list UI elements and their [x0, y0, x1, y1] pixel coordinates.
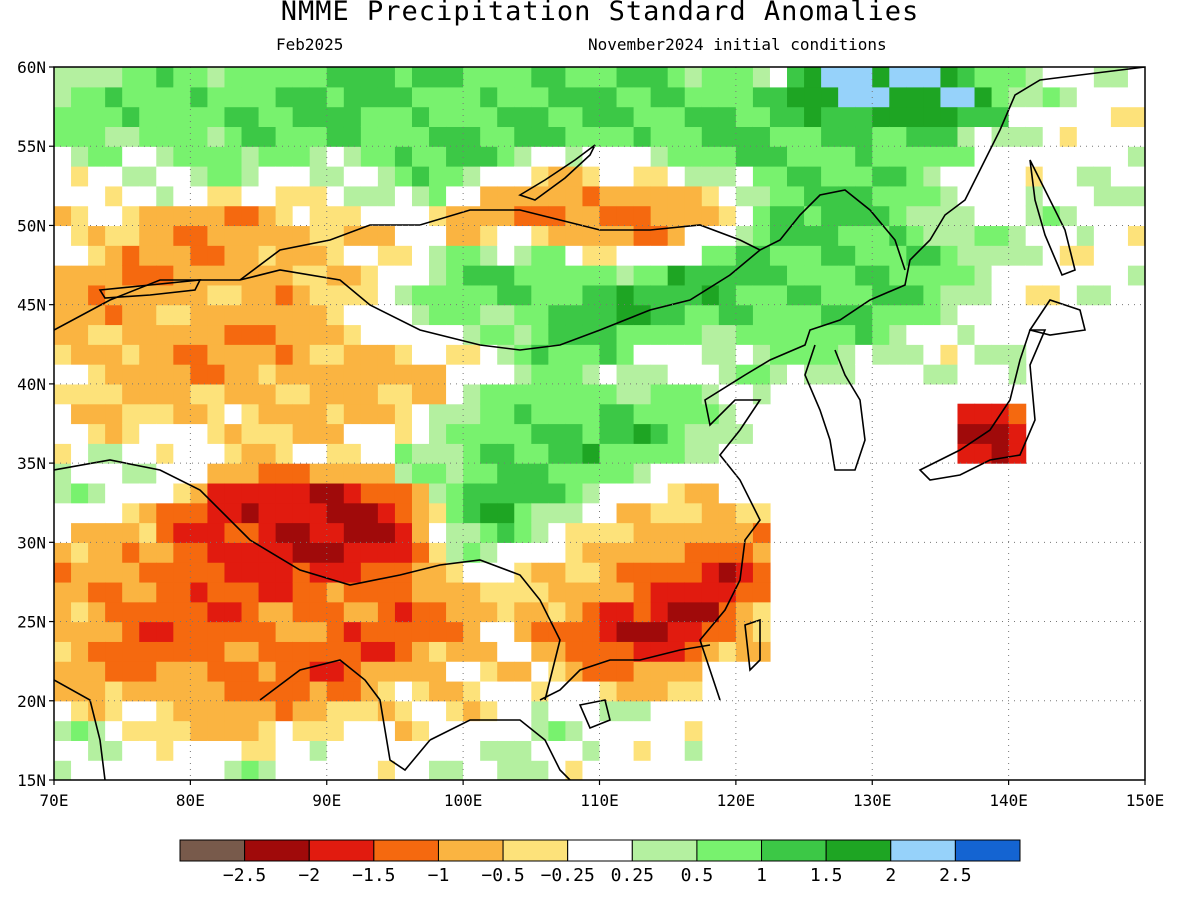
chart-title: NMME Precipitation Standard Anomalies: [280, 0, 920, 27]
colorbar-swatch: [954, 839, 1021, 862]
korea-coast: [804, 344, 866, 471]
sakhalin-coast: [1029, 159, 1076, 277]
coastlines: [54, 67, 1145, 780]
colorbar-swatch: [761, 839, 827, 862]
colorbar-label: −1.5: [352, 865, 395, 886]
lat-tick-label: 35N: [17, 454, 46, 473]
colorbar-swatch: [308, 839, 375, 862]
colorbar-swatch: [179, 839, 246, 862]
initial-conditions: November2024 initial conditions: [588, 35, 887, 54]
colorbar-label: −2: [298, 865, 320, 886]
lon-tick-label: 90E: [312, 791, 341, 810]
himalaya-border: [54, 459, 561, 701]
lon-tick-label: 70E: [40, 791, 69, 810]
colorbar-swatch: [502, 839, 569, 862]
lon-tick-label: 120E: [717, 791, 756, 810]
china-border: [54, 189, 906, 351]
axis-labels: 70E 80E 90E 100E 110E 120E 130E 140E 150E 15N 20N 2…: [17, 58, 1164, 810]
lat-tick-label: 50N: [17, 216, 46, 235]
colorbar: −2.5 −2 −1.5 −1 −0.5 −0.25 0.25 0.5 1 1.5 2 2.5: [179, 839, 1021, 886]
indochina-coast: [429, 644, 711, 780]
colorbar-swatch: [631, 839, 698, 862]
mongolia-border: [239, 209, 761, 281]
colorbar-swatch: [696, 839, 763, 862]
colorbar-label: 0.25: [611, 865, 654, 886]
graticule: [54, 67, 1145, 780]
lat-tick-label: 15N: [17, 771, 46, 790]
lon-tick-label: 150E: [1126, 791, 1165, 810]
lon-tick-label: 110E: [580, 791, 619, 810]
lon-tick-label: 130E: [853, 791, 892, 810]
lon-tick-label: 100E: [444, 791, 483, 810]
colorbar-label: −0.25: [541, 865, 595, 886]
colorbar-swatch: [825, 839, 892, 862]
lat-tick-label: 55N: [17, 137, 46, 156]
colorbar-swatch: [373, 839, 439, 862]
colorbar-swatch: [890, 839, 956, 862]
colorbar-label: 2.5: [939, 865, 972, 886]
hainan-coast: [578, 699, 611, 730]
taiwan-coast: [744, 618, 761, 672]
hokkaido-coast: [1028, 299, 1086, 336]
colorbar-swatch: [437, 839, 504, 862]
forecast-month: Feb2025: [276, 35, 344, 54]
colorbar-swatch: [567, 839, 633, 862]
colorbar-label: 2: [885, 865, 896, 886]
colorbar-label: −1: [428, 865, 450, 886]
balkhash-lake: [98, 279, 202, 299]
japan-coast: [918, 329, 1047, 481]
colorbar-swatch: [244, 839, 310, 862]
colorbar-label: 1: [756, 865, 767, 886]
baikal-lake: [518, 144, 596, 201]
colorbar-label: −0.5: [481, 865, 524, 886]
india-coast: [54, 659, 431, 780]
lat-tick-label: 60N: [17, 58, 46, 77]
anomaly-field: [54, 67, 1145, 780]
lon-tick-label: 140E: [989, 791, 1028, 810]
colorbar-label: 1.5: [810, 865, 843, 886]
lon-tick-label: 80E: [176, 791, 205, 810]
lat-tick-label: 25N: [17, 613, 46, 632]
lat-tick-label: 30N: [17, 533, 46, 552]
colorbar-label: −2.5: [223, 865, 266, 886]
lat-tick-label: 40N: [17, 375, 46, 394]
colorbar-label: 0.5: [681, 865, 714, 886]
lat-tick-label: 45N: [17, 296, 46, 315]
china-coast: [699, 67, 1145, 701]
lat-tick-label: 20N: [17, 692, 46, 711]
